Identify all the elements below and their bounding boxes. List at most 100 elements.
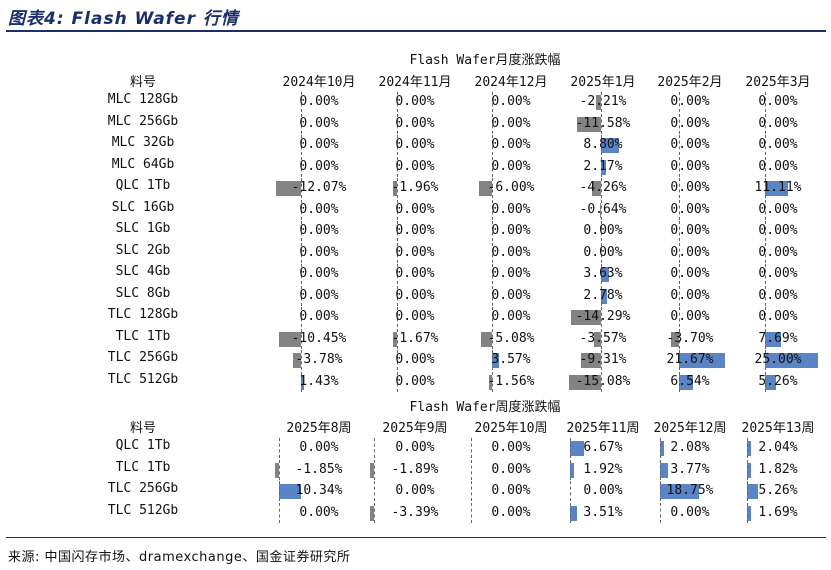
row-label: SLC 4Gb [115,264,171,279]
change-value: 21.67% [666,352,714,367]
zero-axis-line [601,372,602,392]
change-cell: -15.08% [562,372,644,392]
change-cell: 3.77% [650,460,730,480]
change-value: 0.00% [583,483,623,498]
change-cell: 0.00% [650,200,730,220]
change-cell: 8.80% [562,135,644,155]
decrease-bar [479,181,492,196]
change-value: 0.00% [491,505,531,520]
change-cell: 0.00% [650,503,730,523]
change-value: 0.00% [670,180,710,195]
zero-axis-line [601,350,602,370]
zero-axis-line [374,481,375,501]
change-value: -4.26% [579,180,627,195]
change-value: 6.67% [583,440,623,455]
zero-axis-line [397,135,398,155]
change-cell: 0.00% [370,200,460,220]
source-note: 来源: 中国闪存市场、dramexchange、国金证券研究所 [8,550,351,565]
row-label: QLC 1Tb [115,438,171,453]
decrease-bar [593,332,601,347]
change-value: -10.45% [291,331,347,346]
row-header-label: 料号 [129,75,156,90]
change-cell: 0.00% [467,157,555,177]
zero-axis-line [374,460,375,480]
change-value: -3.39% [391,505,439,520]
change-cell: 0.00% [737,200,819,220]
zero-axis-line [279,503,280,523]
zero-axis-line [471,438,472,458]
change-value: 0.00% [491,440,531,455]
zero-axis-line [397,264,398,284]
zero-axis-line [471,481,472,501]
change-cell: 0.00% [275,200,363,220]
zero-axis-line [492,114,493,134]
zero-axis-line [492,200,493,220]
zero-axis-line [765,264,766,284]
decrease-bar [576,117,601,132]
change-cell: -1.67% [370,329,460,349]
zero-axis-line [492,329,493,349]
change-cell: 0.00% [467,243,555,263]
change-value: 0.00% [299,202,339,217]
increase-bar [570,441,584,456]
change-cell: 0.00% [650,178,730,198]
increase-bar [570,463,575,478]
change-cell: 0.00% [275,438,363,458]
change-cell: 0.00% [467,503,555,523]
increase-bar [601,267,609,282]
change-cell: 21.67% [650,350,730,370]
change-cell: 0.00% [737,114,819,134]
zero-axis-line [471,460,472,480]
change-cell: 0.00% [467,221,555,241]
change-value: 0.00% [491,94,531,109]
change-cell: 0.00% [737,286,819,306]
zero-axis-line [397,221,398,241]
row-label: MLC 128Gb [107,92,179,107]
increase-bar [601,138,620,153]
change-value: 0.00% [299,266,339,281]
change-cell: 0.00% [650,243,730,263]
change-value: 0.00% [758,137,798,152]
change-value: 6.54% [670,374,710,389]
row-label: SLC 16Gb [111,200,175,215]
change-value: 2.78% [583,288,623,303]
change-value: 0.00% [758,288,798,303]
zero-axis-line [747,503,748,523]
change-cell: -4.26% [562,178,644,198]
change-cell: 1.92% [562,460,644,480]
column-header: 2025年11周 [566,421,640,436]
zero-axis-line [660,481,661,501]
change-cell: 10.34% [275,481,363,501]
zero-axis-line [747,481,748,501]
zero-axis-line [765,92,766,112]
zero-axis-line [301,243,302,263]
zero-axis-line [679,350,680,370]
change-cell: 0.00% [275,503,363,523]
increase-bar [765,332,782,347]
decrease-bar [581,353,601,368]
zero-axis-line [765,157,766,177]
zero-axis-line [492,92,493,112]
change-value: 0.00% [299,440,339,455]
decrease-bar [275,181,301,196]
change-value: 2.17% [583,159,623,174]
change-value: 0.00% [395,352,435,367]
change-value: 0.00% [758,223,798,238]
change-value: 0.00% [395,309,435,324]
change-value: 0.00% [491,137,531,152]
change-value: 1.92% [583,462,623,477]
change-cell: 0.00% [737,243,819,263]
change-cell: 0.00% [467,114,555,134]
change-cell: 3.57% [467,350,555,370]
change-value: 0.00% [758,159,798,174]
change-value: 0.00% [491,159,531,174]
zero-axis-line [601,286,602,306]
zero-axis-line [679,307,680,327]
column-header: 2024年10月 [282,75,356,90]
change-cell: 0.00% [275,243,363,263]
zero-axis-line [301,329,302,349]
change-cell: 0.00% [370,372,460,392]
change-cell: 1.69% [737,503,819,523]
zero-axis-line [679,286,680,306]
change-cell: 0.00% [370,350,460,370]
